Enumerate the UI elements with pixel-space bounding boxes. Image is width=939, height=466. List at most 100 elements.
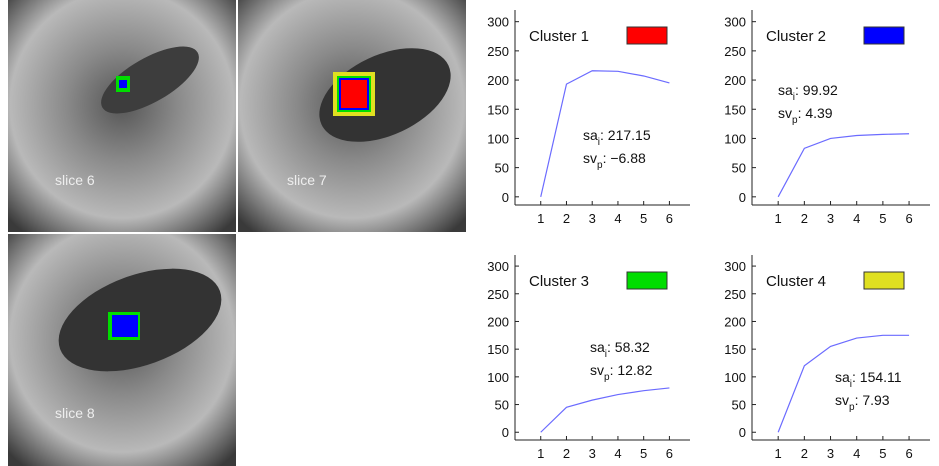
slice-label: slice 6 — [55, 172, 95, 188]
annotation-text: : 4.39 — [798, 105, 833, 121]
annotation-label: sv — [778, 105, 792, 121]
annotation-sub: p — [849, 402, 855, 413]
x-tick-label: 4 — [614, 446, 621, 461]
y-tick-label: 50 — [495, 398, 509, 413]
annotation: sai: 58.32 — [590, 339, 650, 360]
annotation: svp: 7.93 — [835, 392, 890, 413]
x-tick-label: 4 — [853, 446, 860, 461]
x-tick-label: 6 — [666, 446, 673, 461]
x-tick-label: 2 — [563, 446, 570, 461]
y-tick-label: 300 — [487, 259, 509, 274]
annotation-sub: i — [850, 379, 852, 390]
x-tick-label: 2 — [801, 446, 808, 461]
series-line — [777, 133, 910, 198]
y-tick-label: 50 — [495, 161, 509, 176]
y-tick-label: 100 — [487, 131, 509, 146]
x-tick-label: 3 — [589, 446, 596, 461]
x-tick-label: 3 — [589, 211, 596, 226]
slice-image: slice 8 — [8, 234, 236, 466]
annotation-sub: p — [792, 115, 798, 126]
annotation-label: sv — [583, 150, 597, 166]
annotation-label: sv — [835, 392, 849, 408]
x-tick-label: 4 — [853, 211, 860, 226]
y-tick-label: 300 — [724, 15, 746, 30]
legend-swatch — [626, 26, 668, 45]
x-tick-label: 3 — [827, 211, 834, 226]
y-tick-label: 0 — [739, 425, 746, 440]
annotation-sub: i — [605, 349, 607, 360]
annotation: svp: 12.82 — [590, 362, 653, 383]
y-tick-label: 200 — [487, 73, 509, 88]
annotation: sai: 99.92 — [778, 82, 838, 103]
legend-label: Cluster 2 — [766, 28, 826, 45]
annotation: sai: 154.11 — [835, 369, 902, 390]
annotation-text: : 7.93 — [855, 392, 890, 408]
annotation-text: : −6.88 — [603, 150, 646, 166]
x-tick-label: 6 — [905, 446, 912, 461]
annotation-text: : 12.82 — [610, 362, 653, 378]
x-tick-label: 2 — [801, 211, 808, 226]
legend-swatch — [863, 271, 905, 290]
x-tick-label: 5 — [640, 446, 647, 461]
legend-label: Cluster 1 — [529, 28, 589, 45]
y-tick-label: 150 — [724, 342, 746, 357]
x-tick-label: 6 — [905, 211, 912, 226]
y-tick-label: 100 — [724, 131, 746, 146]
y-tick-label: 250 — [724, 287, 746, 302]
series-line — [540, 70, 670, 197]
legend-label: Cluster 3 — [529, 273, 589, 290]
annotation-text: : 217.15 — [600, 127, 651, 143]
y-tick-label: 200 — [487, 314, 509, 329]
y-tick-label: 0 — [502, 190, 509, 205]
annotation-text: : 58.32 — [607, 339, 650, 355]
annotation-text: : 99.92 — [795, 82, 838, 98]
x-tick-label: 6 — [666, 211, 673, 226]
y-tick-label: 300 — [487, 15, 509, 30]
y-tick-label: 50 — [732, 398, 746, 413]
x-tick-label: 5 — [879, 211, 886, 226]
slice-label: slice 7 — [287, 172, 327, 188]
x-tick-label: 1 — [537, 211, 544, 226]
annotation: svp: 4.39 — [778, 105, 833, 126]
legend-swatch — [863, 26, 905, 45]
x-tick-label: 1 — [775, 446, 782, 461]
annotation: svp: −6.88 — [583, 150, 646, 171]
slice-label: slice 8 — [55, 405, 95, 421]
y-tick-label: 250 — [487, 287, 509, 302]
annotation-label: sa — [778, 82, 793, 98]
legend-label: Cluster 4 — [766, 273, 826, 290]
x-tick-label: 1 — [775, 211, 782, 226]
x-tick-label: 2 — [563, 211, 570, 226]
y-tick-label: 50 — [732, 161, 746, 176]
slice-image: slice 7 — [238, 0, 466, 232]
legend-swatch — [626, 271, 668, 290]
y-tick-label: 250 — [724, 44, 746, 59]
y-tick-label: 150 — [487, 342, 509, 357]
y-tick-label: 300 — [724, 259, 746, 274]
x-tick-label: 5 — [640, 211, 647, 226]
annotation-text: : 154.11 — [852, 369, 902, 385]
x-tick-label: 1 — [537, 446, 544, 461]
annotation: sai: 217.15 — [583, 127, 651, 148]
annotation-label: sa — [583, 127, 598, 143]
annotation-label: sa — [590, 339, 605, 355]
y-tick-label: 0 — [739, 190, 746, 205]
x-tick-label: 5 — [879, 446, 886, 461]
annotation-sub: i — [598, 137, 600, 148]
y-tick-label: 150 — [724, 102, 746, 117]
y-tick-label: 100 — [724, 370, 746, 385]
y-tick-label: 0 — [502, 425, 509, 440]
annotation-sub: p — [604, 372, 610, 383]
x-tick-label: 4 — [614, 211, 621, 226]
series-line — [777, 334, 910, 433]
annotation-sub: i — [793, 92, 795, 103]
annotation-label: sa — [835, 369, 850, 385]
slice-image: slice 6 — [8, 0, 236, 232]
x-tick-label: 3 — [827, 446, 834, 461]
y-tick-label: 100 — [487, 370, 509, 385]
y-tick-label: 150 — [487, 102, 509, 117]
annotation-label: sv — [590, 362, 604, 378]
annotation-sub: p — [597, 160, 603, 171]
y-tick-label: 200 — [724, 314, 746, 329]
